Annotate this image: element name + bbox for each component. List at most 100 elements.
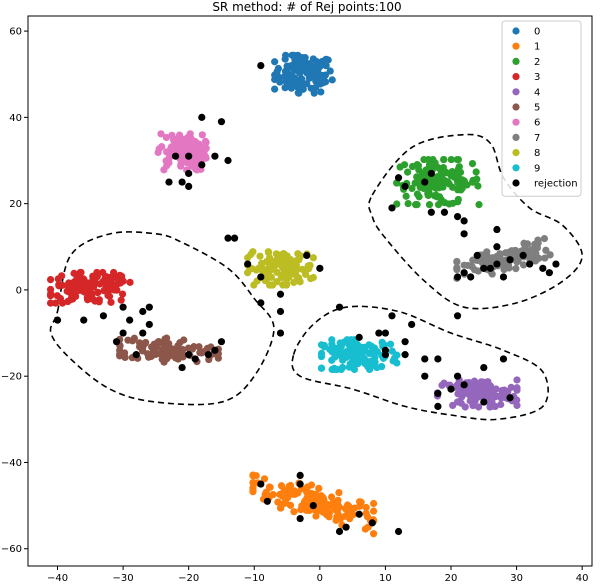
legend: 0 1 2 3 4 5 6 7 8 9 rejection: [501, 20, 582, 197]
data-point: [545, 269, 553, 277]
data-point: [305, 265, 313, 273]
data-point: [343, 347, 351, 356]
data-point: [329, 498, 337, 507]
data-point: [257, 299, 265, 307]
data-point: [335, 503, 343, 511]
x-tick-label: −10: [244, 573, 265, 584]
data-point: [401, 182, 409, 190]
data-point: [401, 338, 409, 346]
data-point: [478, 388, 487, 396]
data-point: [248, 265, 256, 273]
data-point: [117, 296, 125, 304]
legend-label: 7: [534, 133, 540, 144]
data-point: [58, 281, 66, 289]
data-point: [157, 130, 165, 138]
data-point: [145, 303, 153, 311]
y-tick-label: 40: [9, 113, 22, 124]
data-point: [369, 499, 378, 508]
data-point: [297, 506, 305, 514]
data-point: [473, 251, 481, 260]
data-point: [116, 352, 124, 360]
data-point: [290, 74, 299, 82]
data-point: [455, 163, 463, 171]
data-point: [187, 135, 195, 143]
data-point: [271, 58, 279, 66]
data-point: [73, 271, 81, 280]
data-point: [54, 275, 62, 283]
data-point: [493, 260, 501, 268]
data-point: [175, 131, 184, 139]
data-point: [402, 192, 410, 200]
data-point: [333, 365, 341, 374]
data-point: [458, 176, 466, 184]
x-axis: −40 −30 −20 −10 0 10 20 30 40: [47, 566, 589, 584]
data-point: [247, 250, 255, 259]
data-point: [355, 333, 363, 341]
data-point: [546, 251, 554, 259]
legend-box: [501, 20, 582, 197]
data-point: [396, 163, 404, 171]
data-point: [425, 201, 434, 209]
data-point: [469, 256, 477, 264]
data-point: [460, 269, 468, 277]
data-point: [316, 264, 324, 272]
data-point: [93, 273, 101, 281]
data-point: [260, 475, 269, 483]
data-point: [303, 67, 311, 75]
data-point: [102, 284, 110, 292]
data-point: [474, 182, 482, 190]
data-point: [128, 337, 137, 345]
data-point: [480, 264, 488, 272]
data-point: [198, 131, 206, 139]
data-point: [499, 273, 508, 281]
data-point: [445, 200, 453, 208]
data-point: [493, 243, 501, 251]
x-tick-label: −30: [113, 573, 134, 584]
data-point: [263, 497, 271, 505]
data-point: [480, 381, 488, 390]
data-point: [355, 510, 363, 518]
data-point: [276, 78, 284, 86]
data-point: [282, 51, 290, 59]
data-point: [523, 240, 532, 248]
data-point: [460, 230, 468, 238]
data-point: [56, 294, 65, 303]
data-point: [467, 396, 475, 405]
data-point: [388, 312, 396, 320]
data-point: [276, 329, 285, 337]
data-point: [394, 527, 403, 536]
data-point: [335, 303, 344, 311]
data-point: [480, 363, 488, 372]
data-point: [393, 200, 401, 208]
data-point: [169, 136, 178, 144]
data-point: [288, 51, 296, 59]
data-point: [456, 182, 464, 190]
data-point: [314, 69, 322, 77]
data-point: [453, 266, 461, 274]
data-point: [135, 339, 144, 347]
data-point: [162, 133, 171, 142]
data-point: [343, 501, 352, 509]
data-point: [420, 184, 428, 193]
data-point: [286, 481, 295, 490]
legend-label: 0: [534, 27, 540, 38]
data-point: [450, 173, 458, 181]
data-point: [189, 146, 197, 154]
data-point: [296, 514, 304, 523]
data-point: [497, 400, 505, 409]
legend-label: 3: [534, 72, 540, 83]
data-point: [257, 480, 265, 488]
data-point: [132, 351, 140, 359]
data-point: [322, 62, 330, 70]
data-point: [180, 336, 188, 344]
data-point: [369, 507, 378, 515]
series-class-6: [154, 130, 210, 174]
data-point: [424, 191, 432, 200]
data-point: [531, 240, 539, 248]
data-point: [419, 169, 427, 178]
data-point: [163, 334, 171, 342]
data-point: [53, 316, 62, 324]
data-point: [47, 290, 55, 298]
legend-label: 1: [534, 42, 540, 53]
data-point: [460, 217, 468, 225]
